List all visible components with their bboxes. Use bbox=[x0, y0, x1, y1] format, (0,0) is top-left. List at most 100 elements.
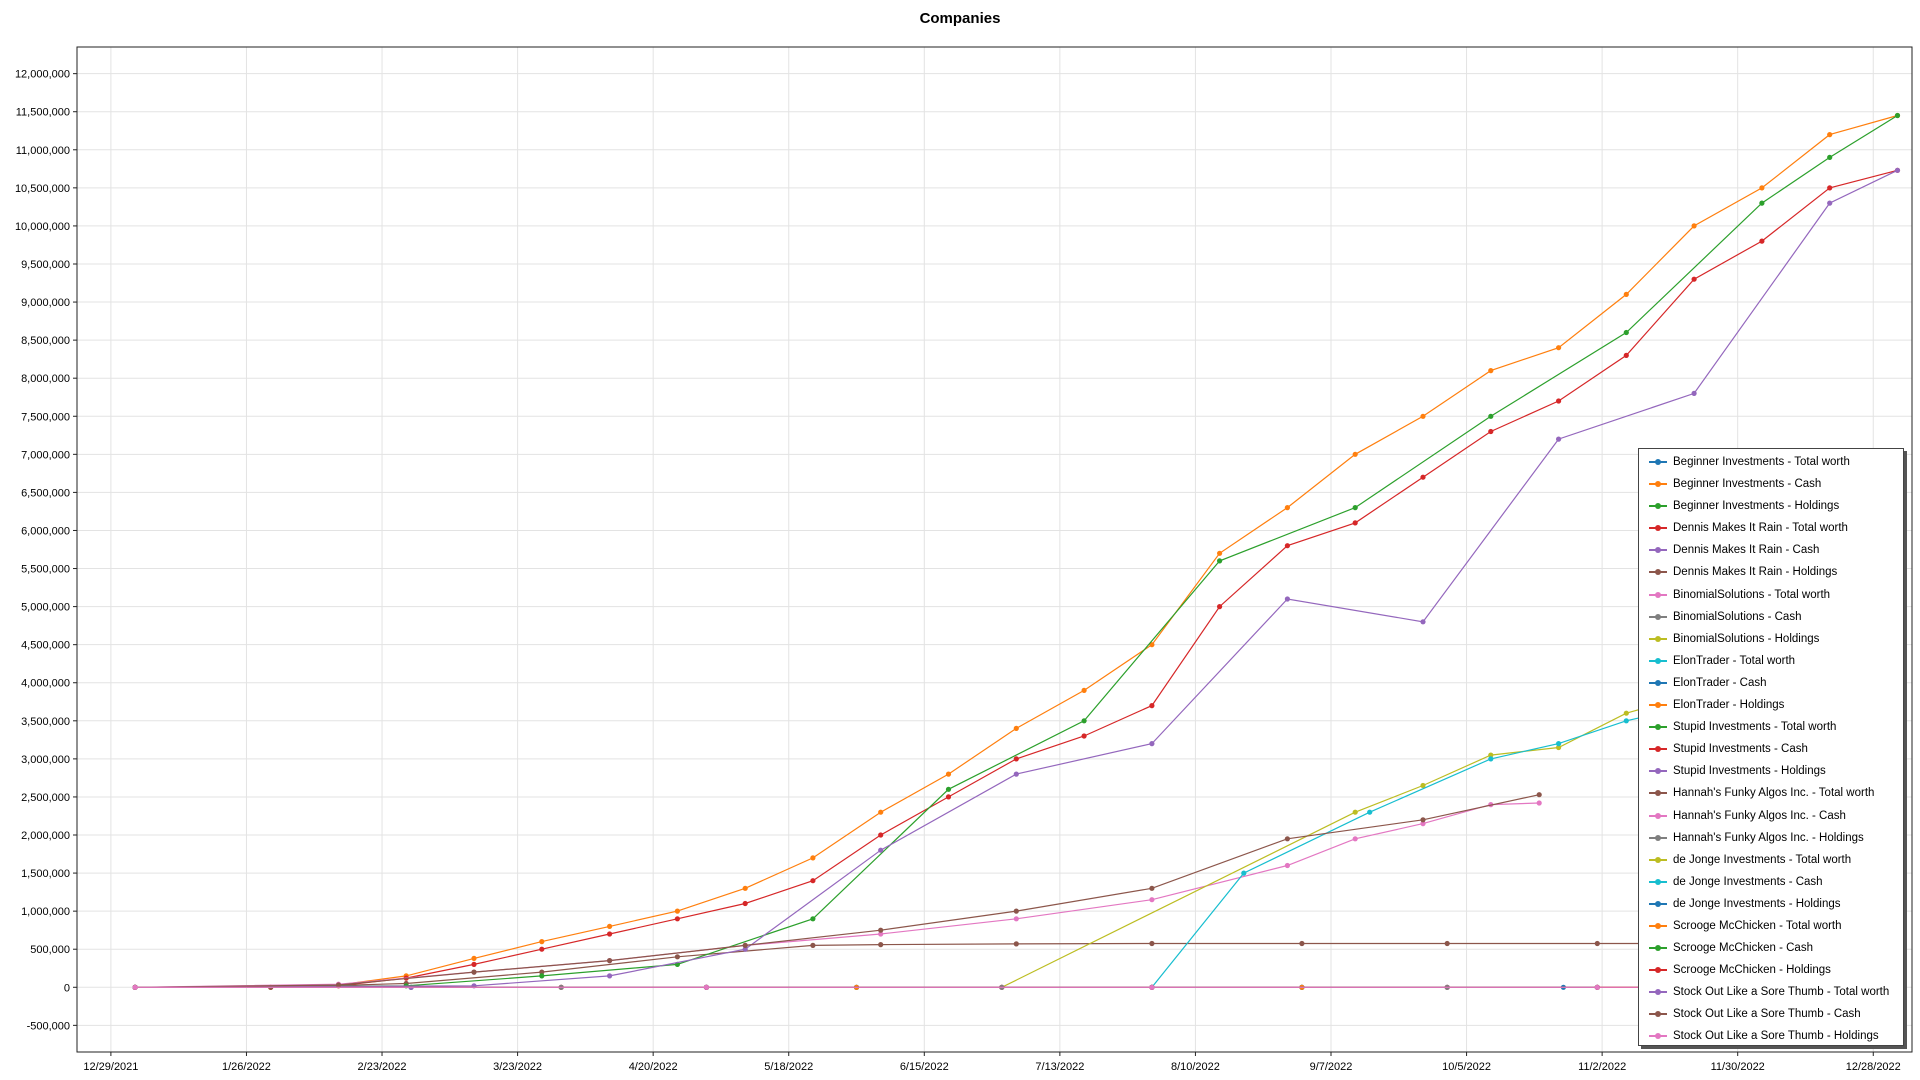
data-point bbox=[471, 969, 477, 975]
x-tick-label: 9/7/2022 bbox=[1310, 1061, 1353, 1073]
data-point bbox=[674, 954, 681, 960]
legend-label: Stock Out Like a Sore Thumb - Total wort… bbox=[1673, 986, 1890, 999]
legend-label: ElonTrader - Cash bbox=[1673, 676, 1767, 689]
y-tick-label: 11,500,000 bbox=[16, 107, 70, 119]
legend-item: Dennis Makes It Rain - Total worth bbox=[1639, 517, 1903, 539]
legend-label: Beginner Investments - Total worth bbox=[1673, 456, 1850, 468]
x-tick-label: 11/30/2022 bbox=[1711, 1061, 1765, 1073]
series-8 bbox=[132, 649, 1746, 990]
y-tick-label: 8,500,000 bbox=[21, 335, 70, 347]
legend-label: Stupid Investments - Cash bbox=[1673, 743, 1808, 756]
data-point bbox=[878, 931, 884, 937]
legend-label: Stock Out Like a Sore Thumb - Holdings bbox=[1673, 1030, 1879, 1043]
legend-marker-swatch bbox=[1655, 746, 1661, 753]
data-point bbox=[1488, 752, 1494, 758]
legend-label: Scrooge McChicken - Total worth bbox=[1673, 919, 1842, 932]
data-point bbox=[1284, 543, 1290, 549]
data-point bbox=[1299, 940, 1305, 947]
legend-marker-swatch bbox=[1655, 1033, 1661, 1040]
data-point bbox=[1420, 619, 1426, 625]
data-point bbox=[945, 794, 952, 800]
series-line bbox=[135, 794, 1540, 988]
x-tick-label: 12/28/2022 bbox=[1846, 1061, 1901, 1073]
series-1 bbox=[132, 112, 1901, 990]
legend: Beginner Investments - Total worth Beginn… bbox=[1638, 448, 1904, 1046]
legend-label: Stupid Investments - Total worth bbox=[1673, 721, 1837, 734]
data-point bbox=[607, 958, 613, 964]
data-point bbox=[1352, 451, 1358, 457]
data-point bbox=[1013, 725, 1019, 732]
data-point bbox=[1217, 558, 1223, 564]
legend-label: BinomialSolutions - Cash bbox=[1673, 610, 1802, 623]
series-9 bbox=[132, 649, 1746, 990]
data-point bbox=[1488, 428, 1494, 435]
series-5 bbox=[132, 940, 1746, 990]
series-14 bbox=[132, 167, 1901, 990]
legend-item: Dennis Makes It Rain - Cash bbox=[1639, 539, 1903, 561]
legend-marker-swatch bbox=[1655, 1011, 1661, 1018]
legend-item: Stupid Investments - Total worth bbox=[1639, 716, 1903, 738]
data-point bbox=[335, 982, 342, 988]
legend-label: de Jonge Investments - Total worth bbox=[1673, 853, 1852, 866]
data-point bbox=[1013, 908, 1019, 914]
series-line bbox=[135, 651, 1743, 988]
data-point bbox=[1420, 782, 1426, 789]
x-tick-label: 4/20/2022 bbox=[629, 1061, 678, 1073]
data-point bbox=[878, 847, 884, 853]
legend-item: Dennis Makes It Rain - Holdings bbox=[1639, 561, 1903, 583]
data-point bbox=[1149, 897, 1155, 903]
legend-item: Beginner Investments - Cash bbox=[1639, 473, 1903, 495]
legend-marker-swatch bbox=[1655, 547, 1661, 554]
data-point bbox=[1556, 744, 1562, 751]
data-point bbox=[1352, 505, 1358, 511]
data-point bbox=[878, 832, 884, 838]
legend-label: BinomialSolutions - Total worth bbox=[1673, 588, 1831, 601]
legend-item: Scrooge McChicken - Holdings bbox=[1639, 959, 1903, 981]
data-point bbox=[1894, 167, 1901, 173]
legend-marker-swatch bbox=[1655, 724, 1661, 731]
series-15 bbox=[132, 792, 1542, 990]
data-point bbox=[1827, 154, 1833, 160]
legend-item: de Jonge Investments - Cash bbox=[1639, 871, 1903, 893]
series-3 bbox=[132, 167, 1901, 990]
legend-item: Beginner Investments - Total worth bbox=[1639, 451, 1903, 473]
data-point bbox=[674, 916, 681, 922]
legend-marker-swatch bbox=[1655, 812, 1661, 819]
y-tick-label: 6,500,000 bbox=[21, 487, 70, 499]
legend-label: Hannah's Funky Algos Inc. - Total worth bbox=[1673, 787, 1875, 800]
legend-item: Scrooge McChicken - Cash bbox=[1639, 937, 1903, 959]
grid-layer bbox=[77, 47, 1912, 1052]
data-point bbox=[1623, 718, 1629, 724]
data-point bbox=[607, 973, 613, 979]
legend-item: ElonTrader - Cash bbox=[1639, 672, 1903, 694]
y-tick-label: 10,000,000 bbox=[15, 221, 70, 233]
legend-label: Dennis Makes It Rain - Total worth bbox=[1673, 522, 1848, 535]
data-point bbox=[1556, 398, 1562, 404]
legend-item: Stock Out Like a Sore Thumb - Cash bbox=[1639, 1003, 1903, 1025]
data-point bbox=[1149, 703, 1155, 709]
data-point bbox=[1691, 276, 1697, 282]
legend-marker-swatch bbox=[1655, 790, 1661, 797]
legend-marker-swatch bbox=[1655, 613, 1661, 620]
y-tick-label: 3,500,000 bbox=[21, 716, 70, 728]
data-point bbox=[1691, 223, 1697, 229]
legend-marker-swatch bbox=[1655, 922, 1661, 929]
legend-marker-swatch bbox=[1655, 679, 1661, 686]
legend-label: Dennis Makes It Rain - Holdings bbox=[1673, 566, 1838, 579]
legend-label: BinomialSolutions - Holdings bbox=[1673, 632, 1820, 645]
data-point bbox=[1284, 836, 1290, 842]
legend-label: Beginner Investments - Holdings bbox=[1673, 500, 1840, 513]
legend-marker-swatch bbox=[1655, 503, 1661, 510]
data-point bbox=[1149, 642, 1155, 648]
data-point bbox=[742, 885, 748, 891]
data-point bbox=[1488, 368, 1494, 374]
data-point bbox=[1217, 604, 1223, 610]
x-tick-label: 5/18/2022 bbox=[764, 1061, 813, 1073]
legend-item: Stock Out Like a Sore Thumb - Total wort… bbox=[1639, 981, 1903, 1003]
y-tick-label: 8,000,000 bbox=[21, 373, 70, 385]
data-point bbox=[1149, 741, 1155, 747]
legend-item: Stupid Investments - Cash bbox=[1639, 738, 1903, 760]
legend-item: BinomialSolutions - Total worth bbox=[1639, 584, 1903, 606]
series-layer bbox=[132, 112, 1901, 990]
x-tick-label: 3/23/2022 bbox=[493, 1061, 542, 1073]
